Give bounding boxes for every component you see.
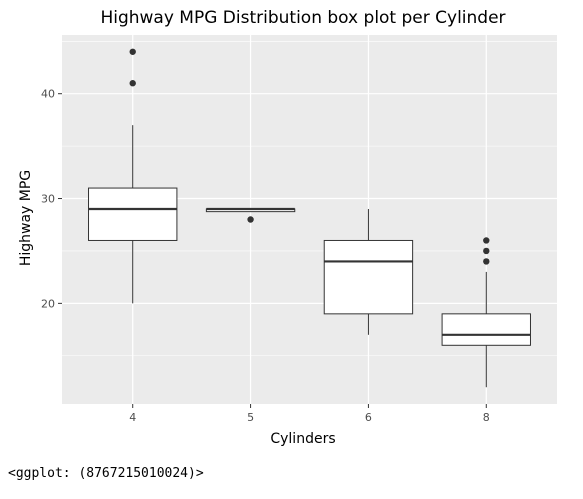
outlier-point bbox=[483, 237, 490, 244]
box bbox=[441, 313, 531, 346]
outlier-point bbox=[483, 247, 490, 255]
box-group-5 bbox=[205, 207, 296, 223]
x-tick-label: 6 bbox=[365, 411, 372, 424]
box-group-4 bbox=[88, 48, 178, 304]
y-tick-label: 30 bbox=[41, 193, 55, 206]
box bbox=[323, 239, 414, 315]
outlier-point bbox=[129, 48, 136, 55]
box-group-8 bbox=[441, 237, 531, 388]
box-plot-chart: Highway MPG Distribution box plot per Cy… bbox=[18, 8, 557, 447]
axes: 20 30 40 4 5 6 8 bbox=[41, 88, 490, 424]
x-tick-label: 8 bbox=[483, 411, 490, 424]
outlier-point bbox=[247, 216, 254, 223]
x-tick-label: 4 bbox=[129, 411, 136, 424]
outlier-point bbox=[129, 80, 136, 87]
x-tick-label: 5 bbox=[247, 411, 254, 424]
chart-title: Highway MPG Distribution box plot per Cy… bbox=[100, 8, 505, 28]
box-group-6 bbox=[323, 209, 414, 335]
y-tick-label: 20 bbox=[41, 297, 55, 310]
y-tick-label: 40 bbox=[41, 88, 55, 101]
outlier-point bbox=[483, 258, 490, 265]
x-axis-label: Cylinders bbox=[270, 431, 335, 447]
ggplot-output-caption: <ggplot: (8767215010024)> bbox=[8, 466, 204, 481]
boxes bbox=[88, 48, 531, 388]
y-axis-label: Highway MPG bbox=[18, 170, 34, 266]
box bbox=[88, 187, 178, 241]
